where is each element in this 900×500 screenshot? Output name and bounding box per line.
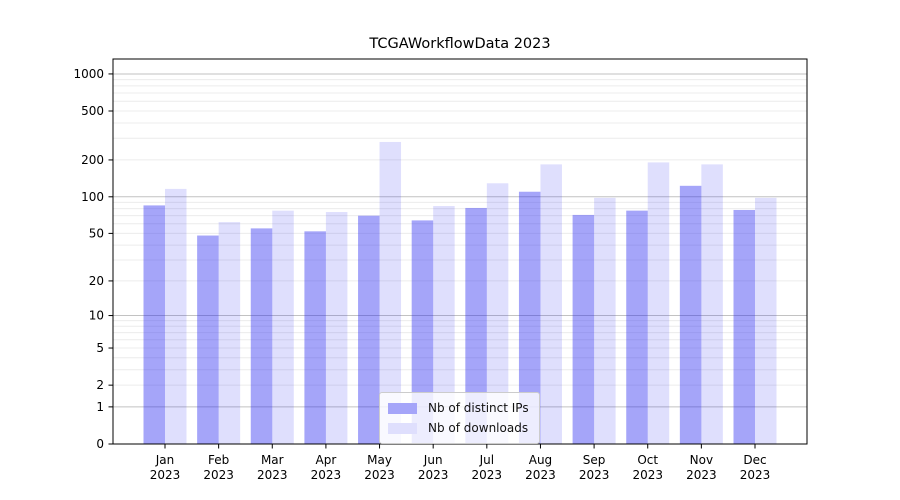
bar-nb-of-distinct-ips-nov bbox=[679, 185, 702, 444]
bar-nb-of-distinct-ips-may bbox=[358, 215, 380, 444]
bar-nb-of-downloads-oct bbox=[647, 162, 670, 444]
bar-nb-of-distinct-ips-dec bbox=[733, 209, 755, 444]
y-tick-label: 1 bbox=[96, 400, 104, 414]
legend-item-downloads: Nb of downloads bbox=[388, 418, 529, 438]
legend-swatch-downloads bbox=[388, 422, 417, 434]
bar-nb-of-downloads-aug bbox=[540, 164, 562, 444]
legend-item-distinct-ips: Nb of distinct IPs bbox=[388, 398, 529, 418]
x-tick-label-month: May bbox=[367, 453, 392, 467]
legend-label-downloads: Nb of downloads bbox=[428, 421, 529, 435]
bar-nb-of-distinct-ips-apr bbox=[304, 231, 326, 444]
x-tick-label-month: Nov bbox=[690, 453, 713, 467]
x-tick-label-year: 2023 bbox=[311, 468, 342, 482]
x-tick-label-year: 2023 bbox=[150, 468, 181, 482]
bar-nb-of-downloads-jan bbox=[165, 188, 187, 444]
bar-nb-of-distinct-ips-aug bbox=[518, 191, 541, 444]
y-tick-label: 50 bbox=[89, 226, 104, 240]
x-tick-label-month: Apr bbox=[316, 453, 337, 467]
x-tick-label-year: 2023 bbox=[686, 468, 717, 482]
x-tick-label-year: 2023 bbox=[632, 468, 663, 482]
bar-nb-of-distinct-ips-jun bbox=[411, 220, 434, 444]
bar-nb-of-downloads-nov bbox=[701, 164, 723, 444]
legend-swatch-distinct-ips bbox=[388, 402, 417, 414]
y-tick-label: 0 bbox=[96, 437, 104, 451]
x-tick-label-year: 2023 bbox=[364, 468, 395, 482]
chart-title: TCGAWorkflowData 2023 bbox=[369, 36, 551, 52]
y-tick-label: 20 bbox=[89, 274, 104, 288]
y-tick-label: 10 bbox=[89, 309, 104, 323]
bar-nb-of-downloads-mar bbox=[272, 210, 294, 444]
y-tick-label: 200 bbox=[81, 153, 104, 167]
x-tick-label-month: Aug bbox=[529, 453, 552, 467]
bar-nb-of-distinct-ips-sep bbox=[572, 214, 595, 444]
x-tick-label-year: 2023 bbox=[257, 468, 288, 482]
bar-nb-of-downloads-may bbox=[379, 141, 402, 444]
bar-nb-of-distinct-ips-feb bbox=[197, 235, 219, 444]
bar-nb-of-downloads-apr bbox=[325, 212, 348, 444]
bar-nb-of-downloads-jun bbox=[433, 206, 455, 444]
y-tick-label: 500 bbox=[81, 104, 104, 118]
x-tick-label-month: Jul bbox=[479, 453, 494, 467]
bar-nb-of-downloads-sep bbox=[594, 197, 616, 444]
y-tick-label: 100 bbox=[81, 190, 104, 204]
x-tick-label-month: Jun bbox=[423, 453, 443, 467]
bar-nb-of-downloads-dec bbox=[755, 197, 777, 444]
y-tick-label: 5 bbox=[96, 341, 104, 355]
legend: Nb of distinct IPs Nb of downloads bbox=[379, 392, 540, 444]
x-tick-label-year: 2023 bbox=[525, 468, 556, 482]
x-tick-label-year: 2023 bbox=[740, 468, 771, 482]
x-tick-label-month: Oct bbox=[637, 453, 658, 467]
bar-nb-of-downloads-jul bbox=[486, 183, 509, 445]
x-tick-label-year: 2023 bbox=[472, 468, 503, 482]
bar-nb-of-distinct-ips-jul bbox=[465, 207, 487, 444]
x-tick-label-month: Feb bbox=[208, 453, 229, 467]
x-tick-label-year: 2023 bbox=[579, 468, 610, 482]
x-tick-label-year: 2023 bbox=[418, 468, 449, 482]
x-tick-label-month: Sep bbox=[583, 453, 606, 467]
x-tick-label-year: 2023 bbox=[203, 468, 234, 482]
x-tick-label-month: Jan bbox=[155, 453, 175, 467]
bar-nb-of-distinct-ips-mar bbox=[250, 228, 273, 444]
y-tick-label: 1000 bbox=[73, 67, 104, 81]
bar-nb-of-distinct-ips-jan bbox=[143, 205, 165, 444]
x-tick-label-month: Dec bbox=[743, 453, 766, 467]
bar-nb-of-distinct-ips-oct bbox=[626, 210, 648, 444]
legend-label-distinct-ips: Nb of distinct IPs bbox=[428, 401, 529, 415]
x-tick-label-month: Mar bbox=[261, 453, 284, 467]
y-tick-label: 2 bbox=[96, 378, 104, 392]
axes-frame bbox=[112, 58, 808, 445]
bar-nb-of-downloads-feb bbox=[218, 222, 241, 444]
